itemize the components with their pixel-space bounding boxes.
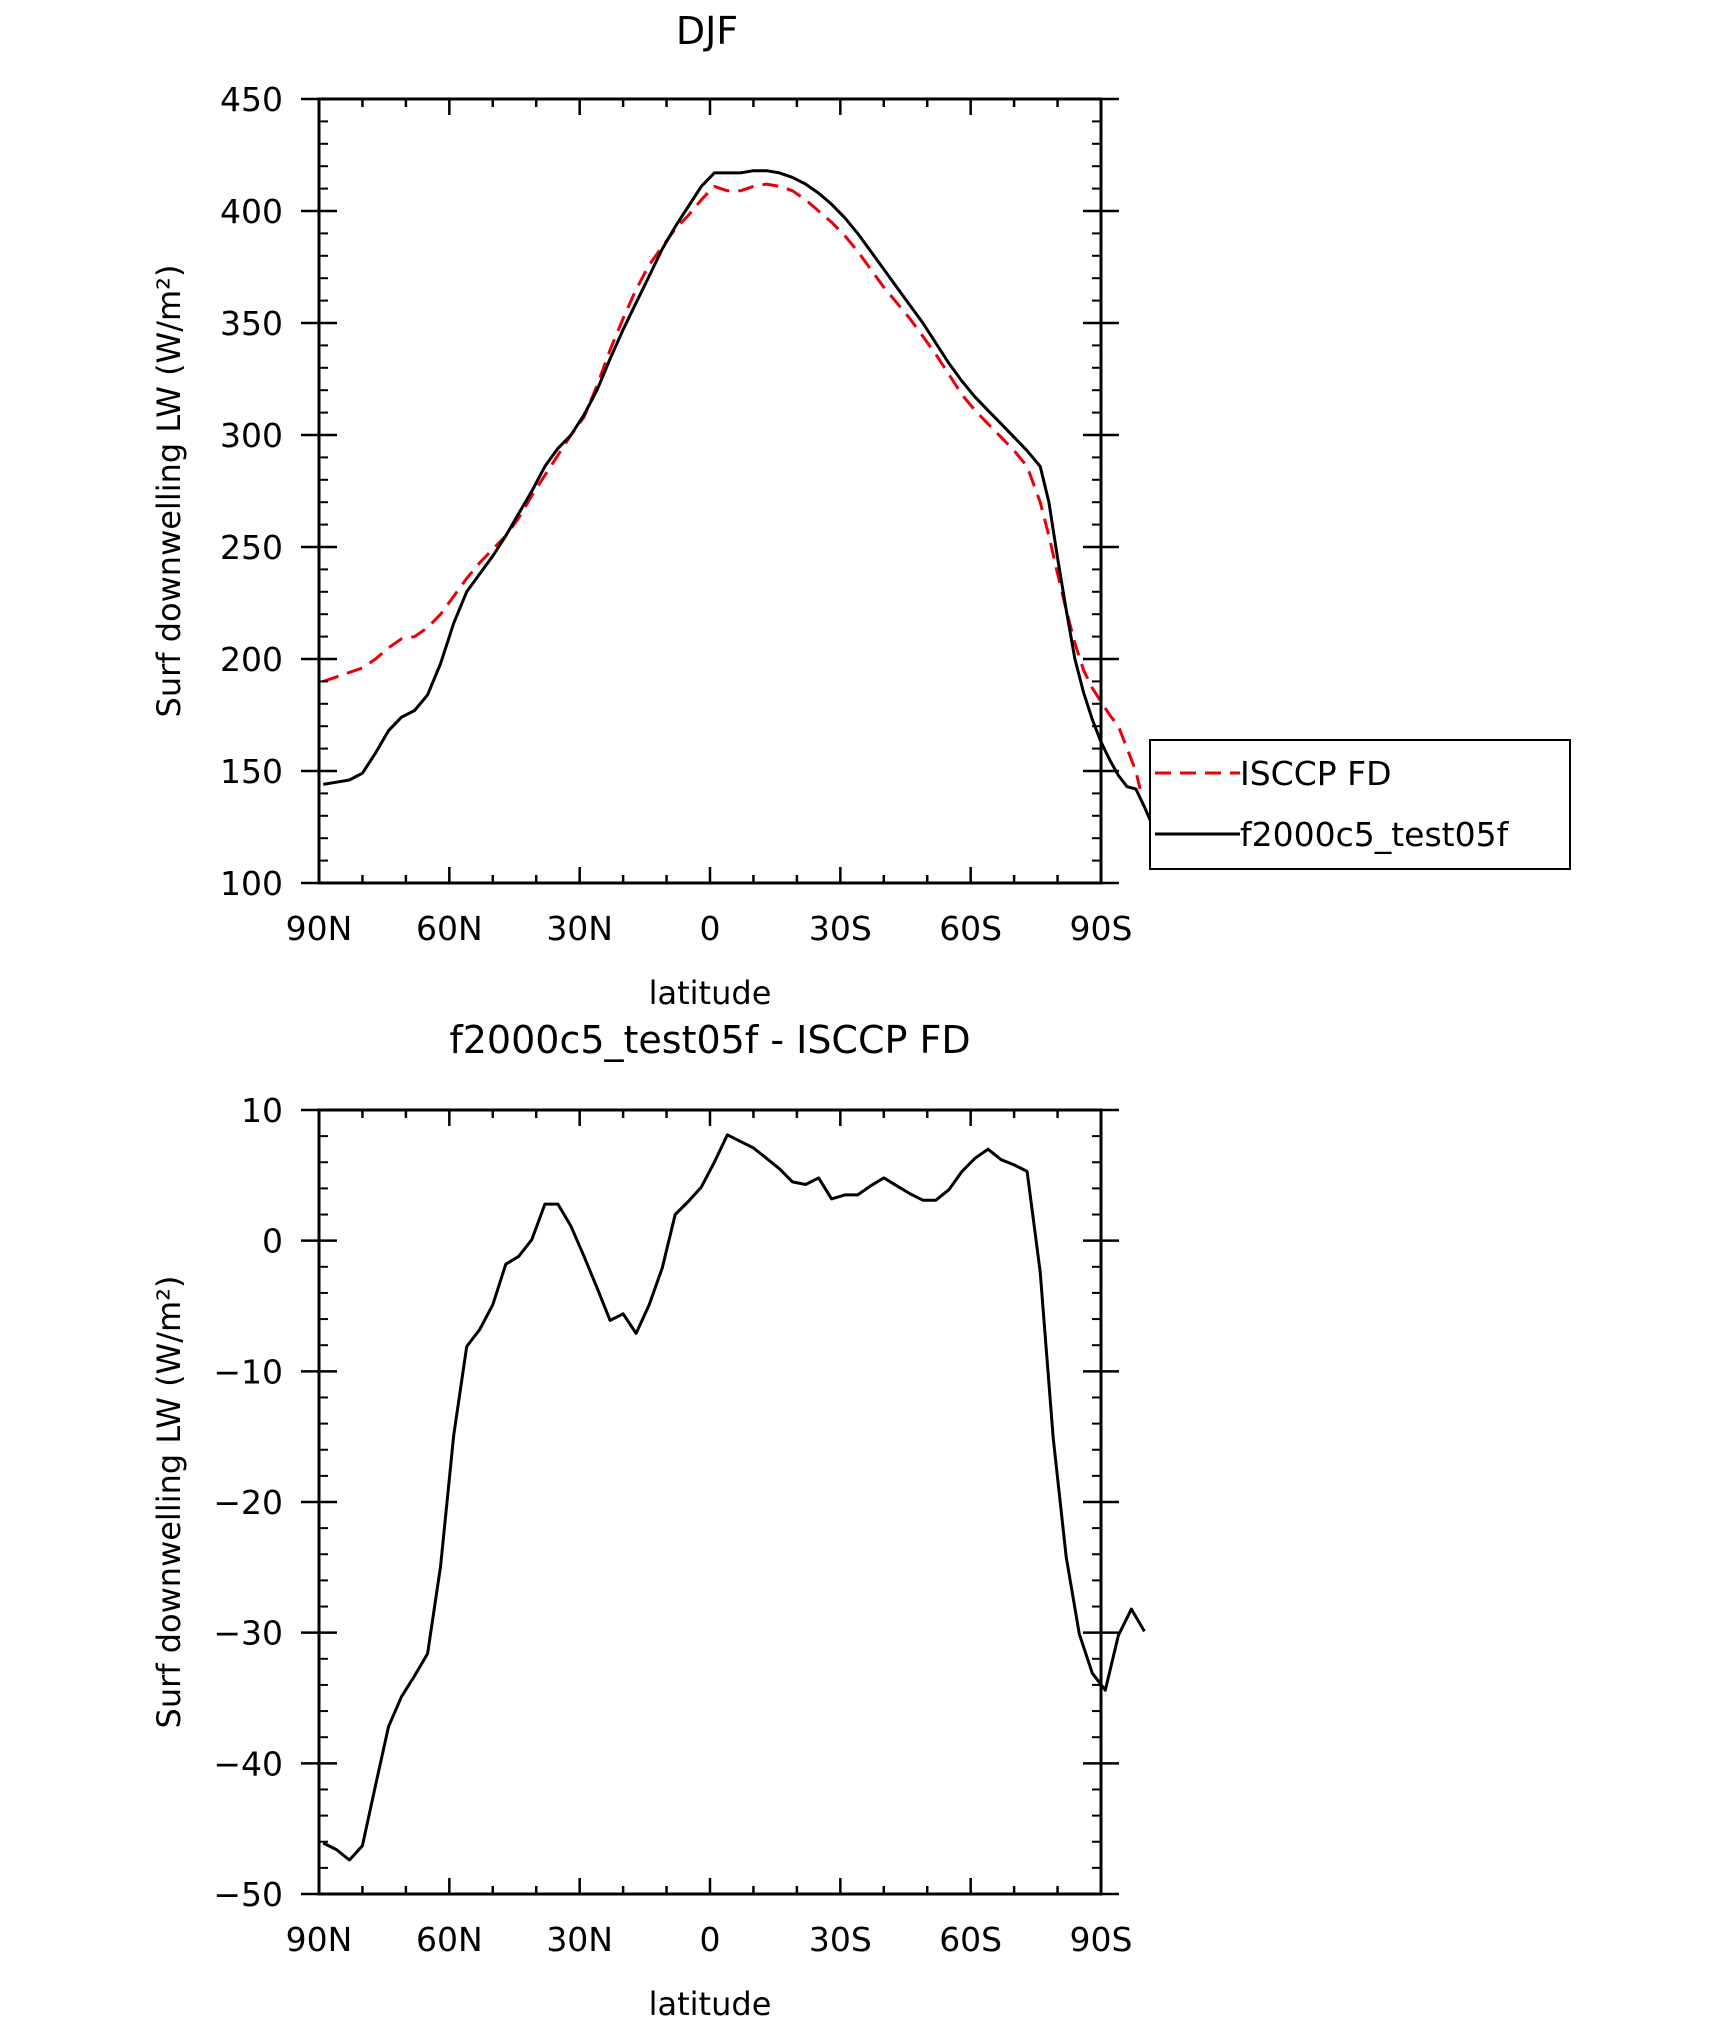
top-x-tick-label: 30N xyxy=(546,909,613,948)
top-x-tick-label: 30S xyxy=(809,909,872,948)
top-x-axis-label: latitude xyxy=(649,974,772,1012)
top-y-tick-label: 450 xyxy=(220,80,283,119)
top-y-tick-label: 350 xyxy=(220,304,283,343)
bottom-ticks-group: 90N 60N 30N 0 30S 60S 90S −50 −40 −30 −20 −10 0 10 xyxy=(213,1091,1132,1959)
bottom-panel: f2000c5_test05f - ISCCP FD 90N 60N 30N 0 30S… xyxy=(150,1018,1146,2021)
top-series-group xyxy=(322,169,1164,855)
top-y-tick-label: 250 xyxy=(220,528,283,567)
bottom-x-tick-label: 60N xyxy=(416,1920,483,1959)
bottom-y-tick-label: 10 xyxy=(241,1091,283,1130)
top-y-tick-label: 400 xyxy=(220,192,283,231)
bottom-y-tick-label: −20 xyxy=(213,1483,283,1522)
bottom-x-tick-label: 60S xyxy=(939,1920,1002,1959)
bottom-x-tick-label: 0 xyxy=(700,1920,721,1959)
top-y-tick-label: 150 xyxy=(220,752,283,791)
legend-label-f2000c5: f2000c5_test05f xyxy=(1240,815,1510,854)
bottom-x-tick-label: 90S xyxy=(1070,1920,1133,1959)
top-y-tick-label: 200 xyxy=(220,640,283,679)
top-series-line-1 xyxy=(323,169,1164,855)
bottom-series-group xyxy=(322,1133,1146,1862)
legend: ISCCP FD f2000c5_test05f xyxy=(1149,739,1571,870)
bottom-x-tick-label: 90N xyxy=(286,1920,353,1959)
top-y-axis-label: Surf downwelling LW (W/m²) xyxy=(150,265,188,718)
top-x-tick-label: 90N xyxy=(286,909,353,948)
bottom-y-axis-label: Surf downwelling LW (W/m²) xyxy=(150,1276,188,1729)
top-y-tick-label: 100 xyxy=(220,864,283,903)
legend-label-isccp-fd: ISCCP FD xyxy=(1240,754,1392,793)
bottom-x-tick-label: 30S xyxy=(809,1920,872,1959)
legend-box xyxy=(1149,739,1571,870)
top-panel: DJF 90N 60N 30N 0 30S 60S 90S 100 150 200 250 300 35… xyxy=(150,9,1571,1012)
bottom-y-tick-label: −50 xyxy=(213,1875,283,1914)
top-chart-title: DJF xyxy=(676,9,738,53)
top-x-tick-label: 60N xyxy=(416,909,483,948)
top-plot-frame xyxy=(317,97,1103,885)
bottom-x-tick-label: 30N xyxy=(546,1920,613,1959)
top-y-tick-label: 300 xyxy=(220,416,283,455)
bottom-series-line-0 xyxy=(322,1133,1146,1862)
bottom-y-tick-label: 0 xyxy=(262,1222,283,1261)
bottom-chart-title: f2000c5_test05f - ISCCP FD xyxy=(449,1018,970,1062)
top-x-tick-label: 60S xyxy=(939,909,1002,948)
top-series-line-0 xyxy=(322,182,1142,790)
bottom-y-tick-label: −30 xyxy=(213,1614,283,1653)
bottom-y-tick-label: −10 xyxy=(213,1352,283,1391)
bottom-x-axis-label: latitude xyxy=(649,1985,772,2021)
top-x-tick-label: 90S xyxy=(1070,909,1133,948)
bottom-plot-frame xyxy=(317,1108,1103,1896)
top-x-tick-label: 0 xyxy=(700,909,721,948)
top-ticks-group: 90N 60N 30N 0 30S 60S 90S 100 150 200 250 300 350 400… xyxy=(220,80,1132,948)
bottom-y-tick-label: −40 xyxy=(213,1744,283,1783)
